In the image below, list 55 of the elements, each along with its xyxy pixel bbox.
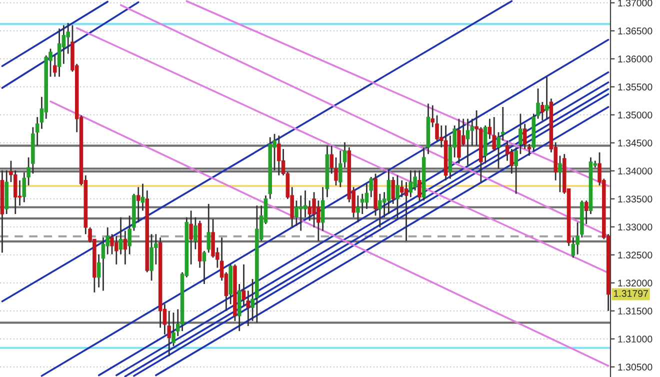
candlestick xyxy=(558,155,562,193)
y-tick-label: 1.33500 xyxy=(618,196,652,202)
y-tick-label: 1.32000 xyxy=(618,280,652,287)
candlestick xyxy=(206,203,211,254)
y-tick-label: 1.33000 xyxy=(618,224,652,230)
candlestick xyxy=(62,24,66,65)
candlestick xyxy=(246,290,250,327)
candlestick xyxy=(492,116,496,152)
candlestick xyxy=(13,170,18,215)
candlestick xyxy=(136,186,140,224)
candlestick xyxy=(378,193,382,228)
candlestick xyxy=(527,143,532,156)
y-tick-label: 1.31000 xyxy=(618,336,652,343)
y-tick-label: 1.32500 xyxy=(618,252,652,258)
candlestick xyxy=(308,200,312,222)
candlestick xyxy=(510,148,514,174)
y-tick-label: 1.34000 xyxy=(618,168,652,174)
candlestick xyxy=(396,174,400,220)
candlestick xyxy=(320,186,325,232)
candlestick xyxy=(303,190,308,218)
candlestick xyxy=(408,170,413,198)
candlestick xyxy=(518,113,522,155)
candlestick xyxy=(470,118,474,146)
candlestick xyxy=(584,200,588,225)
candlestick xyxy=(123,230,128,266)
candlestick xyxy=(514,146,518,195)
candlestick xyxy=(418,170,422,202)
candlestick xyxy=(189,210,193,266)
y-tick-label: 1.37000 xyxy=(618,0,652,6)
candlestick xyxy=(298,194,303,232)
y-tick-label: 1.30500 xyxy=(618,364,652,371)
candlestick xyxy=(118,216,123,256)
y-tick-label: 1.36000 xyxy=(618,56,652,62)
candlestick xyxy=(466,118,470,166)
candlestick xyxy=(544,76,549,120)
candlestick xyxy=(386,170,391,215)
y-tick-label: 1.35500 xyxy=(618,84,652,90)
text: 1.31797 xyxy=(614,290,648,297)
candlestick xyxy=(242,264,246,307)
candlestick xyxy=(404,181,408,242)
candlestick xyxy=(140,183,145,212)
candlestick xyxy=(522,123,527,150)
candlestick xyxy=(571,236,576,258)
candlestick xyxy=(277,134,281,176)
candlestick xyxy=(96,254,101,288)
y-tick-label: 1.36500 xyxy=(618,28,652,34)
y-tick-label: 1.34500 xyxy=(618,140,652,146)
y-tick-label: 1.35000 xyxy=(618,112,652,118)
candlestick xyxy=(356,194,360,224)
candlestick xyxy=(360,193,364,215)
y-tick-label: 1.31500 xyxy=(618,308,652,315)
candlestick xyxy=(57,28,62,78)
candlestick xyxy=(391,176,395,205)
candlestick xyxy=(202,250,206,285)
candlestick xyxy=(101,236,106,292)
